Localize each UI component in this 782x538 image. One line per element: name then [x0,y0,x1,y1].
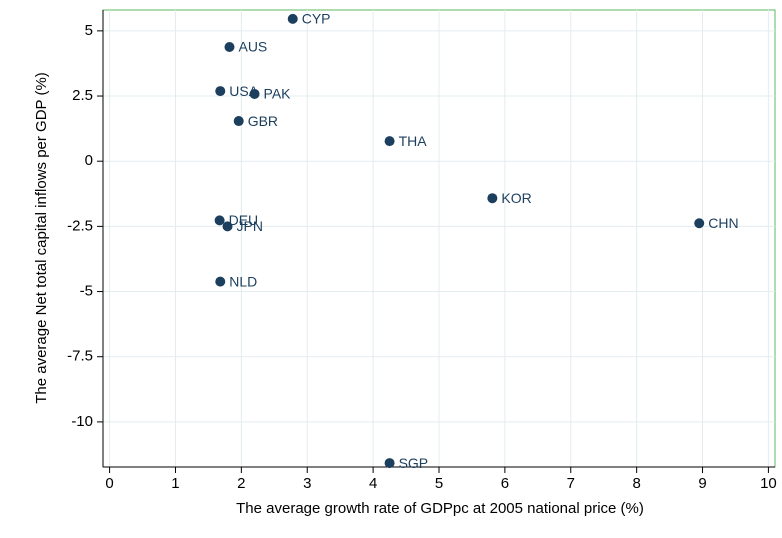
y-tick-label: -2.5 [67,217,93,234]
y-tick-label: 5 [85,22,93,39]
x-tick-label: 9 [698,475,706,492]
point [384,458,395,469]
x-tick-label: 4 [369,475,377,492]
y-tick-label: 0 [85,152,93,169]
y-tick-label: -5 [80,283,93,300]
point [214,215,225,226]
y-tick-label: -7.5 [67,348,93,365]
point-label: AUS [238,39,267,55]
point-label: SGP [399,455,429,471]
point [222,221,233,232]
x-tick-label: 0 [105,475,113,492]
point-label: DEU [229,212,259,228]
point-label: JPN [237,218,263,234]
x-tick-label: 1 [171,475,179,492]
point [249,88,260,99]
point [384,136,395,147]
point [287,13,298,24]
point-label: GBR [248,113,278,129]
y-tick-label: 2.5 [72,87,93,104]
point [215,276,226,287]
point-label: NLD [229,273,257,289]
x-tick-label: 5 [435,475,443,492]
y-axis-label: The average Net total capital inflows pe… [33,72,50,404]
y-tick-label: -10 [71,413,93,430]
point [233,116,244,127]
x-tick-label: 10 [760,475,777,492]
point [487,193,498,204]
point [694,218,705,229]
point-label: CHN [708,215,738,231]
point [224,42,235,53]
x-tick-label: 2 [237,475,245,492]
x-axis-label: The average growth rate of GDPpc at 2005… [236,500,644,517]
point-label: PAK [264,86,292,102]
x-tick-label: 6 [501,475,509,492]
point-label: KOR [501,190,531,206]
x-tick-label: 3 [303,475,311,492]
point-label: THA [399,133,428,149]
x-tick-label: 7 [567,475,575,492]
point [215,86,226,97]
point-label: CYP [302,11,331,27]
x-tick-label: 8 [632,475,640,492]
